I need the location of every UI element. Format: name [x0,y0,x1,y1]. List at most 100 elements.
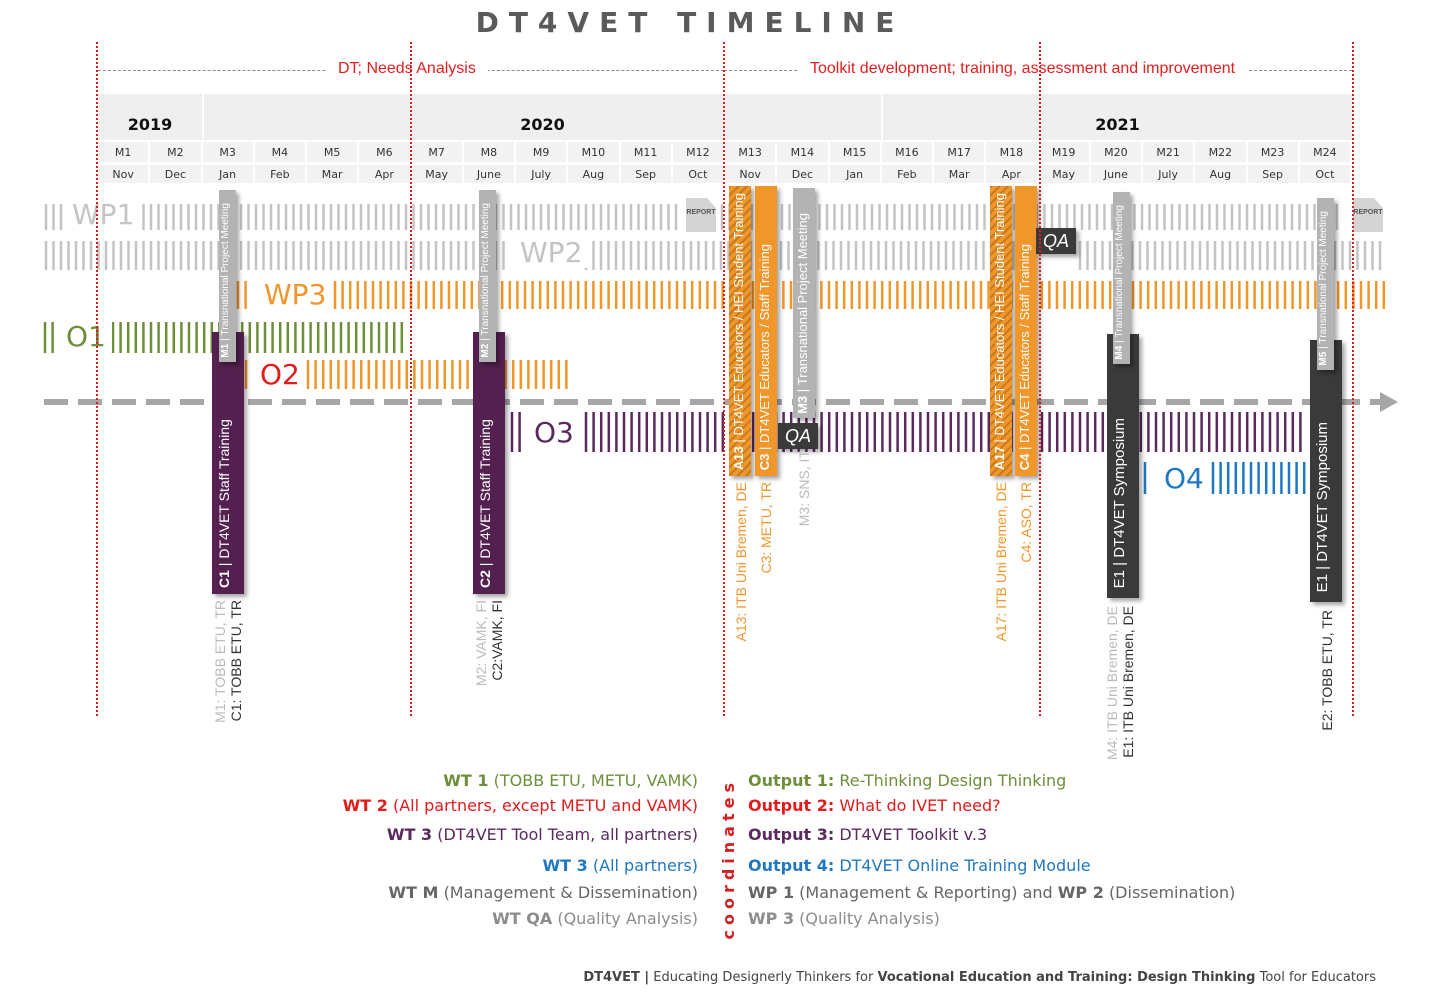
legend-output-text: Re-Thinking Design Thinking [839,771,1067,790]
qa-badge: QA [1036,228,1076,254]
event-a17-code: A17 [992,446,1007,470]
event-e1-symposium: E1 | DT4VET Symposium [1107,334,1139,598]
legend-team-wtm: WT M (Management & Dissemination) [388,883,698,902]
row-label-wp3: WP3 [258,280,333,310]
legend-team-code: WT 1 [443,771,489,790]
footer-text-1: Educating Designerly Thinkers for [653,970,874,985]
month-name-cell: Sep [620,163,673,183]
event-a17-student-training: A17 | DT4VET Educators / HEI Student Tra… [990,186,1012,476]
month-name-cell: Nov [98,163,151,183]
phase-boundary-line [96,42,98,716]
month-code-cell: M24 [1299,140,1352,162]
year-band [98,94,1352,140]
location-c1: C1: TOBB ETU, TR [228,600,244,722]
location-a13: A13: ITB Uni Bremen, DE [733,482,749,642]
month-code-cell: M22 [1195,140,1248,162]
phase-label-needs-analysis: DT; Needs Analysis [326,60,488,78]
event-c2-text: DT4VET Staff Training [477,419,493,559]
legend-output-2: Output 2: What do IVET need? [748,796,1001,815]
row-label-wp2: WP2 [514,238,589,268]
bar-separator: | [992,439,1007,443]
month-code-cell: M2 [150,140,203,162]
timeline-arrow-icon [1380,392,1398,412]
legend-output-code-2: WP 2 [1057,883,1104,902]
bar-separator: | [731,439,746,443]
location-m3: M3: SNS, IT [796,450,812,527]
year-divider [202,94,204,140]
legend-team-wtqa: WT QA (Quality Analysis) [492,909,698,928]
row-label-o3: O3 [528,418,580,448]
row-label-o2: O2 [254,360,306,390]
row-label-o1: O1 [60,322,112,352]
meeting-m2: M2 | Transnational Project Meeting [479,190,496,362]
month-name-cell: Apr [986,163,1039,183]
meeting-m3: M3 | Transnational Project Meeting [793,188,815,418]
month-code-cell: M13 [725,140,778,162]
bar-separator: | [220,338,231,342]
location-m1: M1: TOBB ETU, TR [212,600,228,723]
month-name-cell: Dec [150,163,203,183]
meeting-m2-code: M2 [480,344,491,358]
month-code-cell: M15 [829,140,882,162]
location-c4: C4: ASO, TR [1018,482,1034,563]
legend-output-code: Output 4: [748,856,835,875]
event-a17-text: DT4VET Educators / HEI Student Training [992,192,1007,436]
phase-boundary-line [723,42,725,716]
meeting-m3-code: M3 [795,395,810,414]
legend-team-code: WT QA [492,909,553,928]
legend-output-code: Output 1: [748,771,835,790]
legend-output-text: What do IVET need? [839,796,1001,815]
location-a17: A17: ITB Uni Bremen, DE [993,482,1009,642]
month-code-cell: M17 [934,140,987,162]
meeting-m1-text: Transnational Project Meeting [220,203,231,336]
year-2020: 2020 [520,115,565,134]
event-c1-staff-training: C1 | DT4VET Staff Training [212,332,244,594]
month-name-cell: Aug [1195,163,1248,183]
month-code-cell: M1 [98,140,151,162]
legend-team-text: (All partners, except METU and VAMK) [392,796,698,815]
month-code-cell: M12 [672,140,725,162]
location-c2: C2:VAMK, FI [489,600,505,681]
legend-team-text: (TOBB ETU, METU, VAMK) [493,771,698,790]
bar-separator: | [216,562,232,567]
month-code-cell: M7 [411,140,464,162]
meeting-m5-text: Transnational Project Meeting [1318,211,1329,344]
report-icon: REPORT [686,198,716,232]
legend-team-text: (Management & Dissemination) [443,883,698,902]
meeting-m1: M1 | Transnational Project Meeting [219,190,236,362]
legend-team-text: (All partners) [592,856,698,875]
legend-output-code: WP 1 [748,883,795,902]
legend-team-wt1: WT 1 (TOBB ETU, METU, VAMK) [443,771,698,790]
month-code-cell: M11 [620,140,673,162]
phase-boundary-line [1352,42,1354,716]
month-code-cell: M3 [202,140,255,162]
meeting-m4-code: M4 [1114,346,1125,360]
year-2021: 2021 [1095,115,1140,134]
month-name-cell: Jan [829,163,882,183]
legend-coordinates-label: coordinates [719,778,738,940]
month-name-cell: Mar [934,163,987,183]
legend-team-wt3: WT 3 (DT4VET Tool Team, all partners) [387,825,698,844]
month-name-cell: Dec [777,163,830,183]
bar-separator: | [1017,446,1032,450]
month-code-cell: M18 [986,140,1039,162]
event-e2-code: E1 [1314,573,1331,592]
month-name-cell: Feb [881,163,934,183]
legend-output-code: Output 3: [748,825,835,844]
month-name-cell: July [1143,163,1196,183]
legend-output-4: Output 4: DT4VET Online Training Module [748,856,1091,875]
event-a13-student-training: A13 | DT4VET Educators / HEI Student Tra… [729,186,751,476]
phase-boundary-line [1039,42,1041,716]
footer-text-2: Tool for Educators [1259,970,1376,985]
legend-team-code: WT 3 [542,856,588,875]
event-c4-code: C4 [1017,453,1032,470]
legend-team-wt3-online: WT 3 (All partners) [543,856,698,875]
legend-output-text: DT4VET Online Training Module [839,856,1091,875]
location-e2: E2: TOBB ETU, TR [1319,610,1335,731]
month-name-cell: Feb [254,163,307,183]
meeting-m5-code: M5 [1318,352,1329,366]
month-code-cell: M21 [1143,140,1196,162]
event-e1-text: DT4VET Symposium [1111,417,1128,558]
legend-output-1: Output 1: Re-Thinking Design Thinking [748,771,1066,790]
report-icon: REPORT [1353,198,1383,232]
